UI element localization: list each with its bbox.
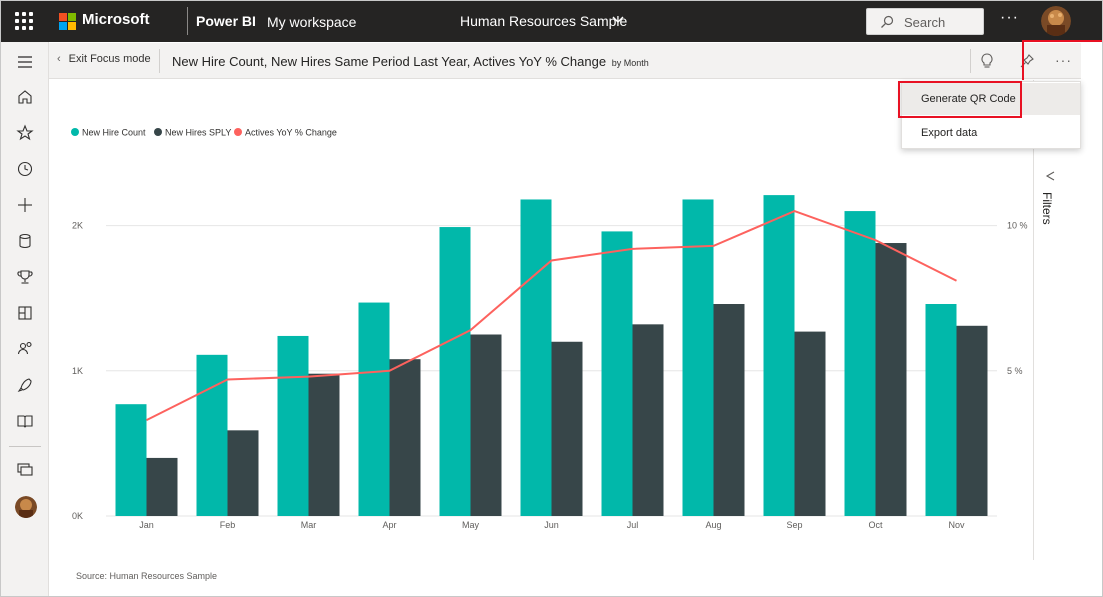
filters-pane[interactable]: Filters <box>1033 80 1081 560</box>
x-tick-label: Mar <box>301 520 317 530</box>
chevron-down-icon[interactable] <box>611 13 625 27</box>
search-icon <box>881 15 894 28</box>
x-tick-label: Apr <box>382 520 396 530</box>
bar-new-hires-sply <box>227 430 259 516</box>
cylinder-icon[interactable] <box>15 231 35 251</box>
bar-new-hire <box>844 211 876 516</box>
x-tick-label: Aug <box>705 520 721 530</box>
brand-name: Microsoft <box>82 11 150 28</box>
bar-new-hire <box>925 304 957 516</box>
monitor-icon[interactable] <box>15 459 35 479</box>
clock-icon[interactable] <box>15 159 35 179</box>
bar-new-hires-sply <box>389 359 421 516</box>
people-icon[interactable] <box>15 339 35 359</box>
bar-new-hire <box>763 195 795 516</box>
visual-subtitle: by Month <box>611 58 649 68</box>
x-tick-label: Oct <box>868 520 883 530</box>
bar-new-hires-sply <box>470 334 502 516</box>
top-bar: Microsoft Power BI My workspace Human Re… <box>1 1 1102 42</box>
visual-title-text: New Hire Count, New Hires Same Period La… <box>172 54 607 69</box>
legend-label: New Hires SPLY <box>165 128 231 138</box>
report-title[interactable]: Human Resources Sample <box>460 13 628 29</box>
legend-label: Actives YoY % Change <box>245 128 337 138</box>
bar-new-hire <box>439 227 471 516</box>
bar-new-hires-sply <box>146 457 178 516</box>
hamburger-icon[interactable] <box>15 52 35 72</box>
workspace-link[interactable]: My workspace <box>267 14 357 30</box>
bar-new-hires-sply <box>956 325 988 516</box>
trophy-icon[interactable] <box>15 267 35 287</box>
search-placeholder: Search <box>904 15 946 30</box>
filters-label[interactable]: Filters <box>1040 192 1054 225</box>
y-tick-label: 1K <box>72 366 83 376</box>
lightbulb-icon[interactable] <box>979 52 995 70</box>
y-tick-label: 2K <box>72 221 83 231</box>
x-tick-label: Jul <box>627 520 639 530</box>
bar-new-hires-sply <box>794 331 826 516</box>
x-tick-label: Sep <box>786 520 802 530</box>
exit-focus-label: Exit Focus mode <box>68 53 151 65</box>
book-icon[interactable] <box>15 411 35 431</box>
menu-item-export-data[interactable]: Export data <box>921 127 978 139</box>
chevron-left-icon: ‹ <box>57 53 61 65</box>
combo-chart[interactable]: 0K 1K 2K 5 % 10 % New Hire Count New Hires SPL… <box>49 80 1033 597</box>
rocket-icon[interactable] <box>15 375 35 395</box>
star-icon[interactable] <box>15 123 35 143</box>
divider <box>159 49 160 73</box>
y-tick-label: 0K <box>72 511 83 521</box>
microsoft-logo-icon <box>59 13 76 30</box>
bar-new-hire <box>520 199 552 516</box>
home-icon[interactable] <box>15 87 35 107</box>
plus-icon[interactable] <box>15 195 35 215</box>
x-tick-label: Nov <box>948 520 965 530</box>
avatar[interactable] <box>15 496 37 518</box>
bar-new-hires-sply <box>308 373 340 516</box>
divider <box>970 49 971 73</box>
bar-new-hires-sply <box>713 304 745 516</box>
app-launcher-icon[interactable] <box>15 12 33 30</box>
bar-new-hire <box>682 199 714 516</box>
context-menu: Generate QR Code Export data <box>901 81 1081 149</box>
bar-new-hires-sply <box>875 243 907 517</box>
bar-new-hire <box>601 231 633 516</box>
source-note: Source: Human Resources Sample <box>76 571 217 581</box>
dashboard-icon[interactable] <box>15 303 35 323</box>
x-tick-label: May <box>462 520 480 530</box>
legend-marker <box>71 128 79 136</box>
avatar[interactable] <box>1041 6 1071 36</box>
line-actives-yoy <box>146 210 957 422</box>
left-nav <box>1 42 49 596</box>
divider <box>187 7 188 35</box>
bar-new-hires-sply <box>551 341 583 516</box>
legend-marker <box>154 128 162 136</box>
y2-tick-label: 10 % <box>1007 221 1028 231</box>
visual-title: New Hire Count, New Hires Same Period La… <box>172 54 649 69</box>
bar-new-hires-sply <box>632 324 664 516</box>
highlight-box <box>898 81 1022 118</box>
filter-icon[interactable] <box>1044 170 1056 182</box>
exit-focus-button[interactable]: ‹ Exit Focus mode <box>57 53 151 65</box>
app-name[interactable]: Power BI <box>196 13 256 29</box>
y2-tick-label: 5 % <box>1007 366 1023 376</box>
nav-divider <box>9 446 41 447</box>
x-tick-label: Feb <box>220 520 236 530</box>
x-tick-label: Jun <box>544 520 559 530</box>
bar-new-hire <box>115 404 147 516</box>
x-tick-label: Jan <box>139 520 154 530</box>
menu-item-generate-qr-code[interactable]: Generate QR Code <box>902 83 1080 115</box>
more-options-icon[interactable]: ··· <box>1000 9 1019 26</box>
bar-new-hire <box>358 302 390 516</box>
legend-marker <box>234 128 242 136</box>
chart-area: 0K 1K 2K 5 % 10 % New Hire Count New Hires SPL… <box>49 80 1033 597</box>
search-input[interactable]: Search <box>866 8 984 35</box>
bar-new-hire <box>277 335 309 516</box>
more-options-icon[interactable]: ··· <box>1055 52 1072 68</box>
bar-new-hire <box>196 354 228 516</box>
legend-label: New Hire Count <box>82 128 146 138</box>
page-margin <box>1081 42 1102 596</box>
focus-mode-header: ‹ Exit Focus mode New Hire Count, New Hir… <box>49 43 1081 79</box>
